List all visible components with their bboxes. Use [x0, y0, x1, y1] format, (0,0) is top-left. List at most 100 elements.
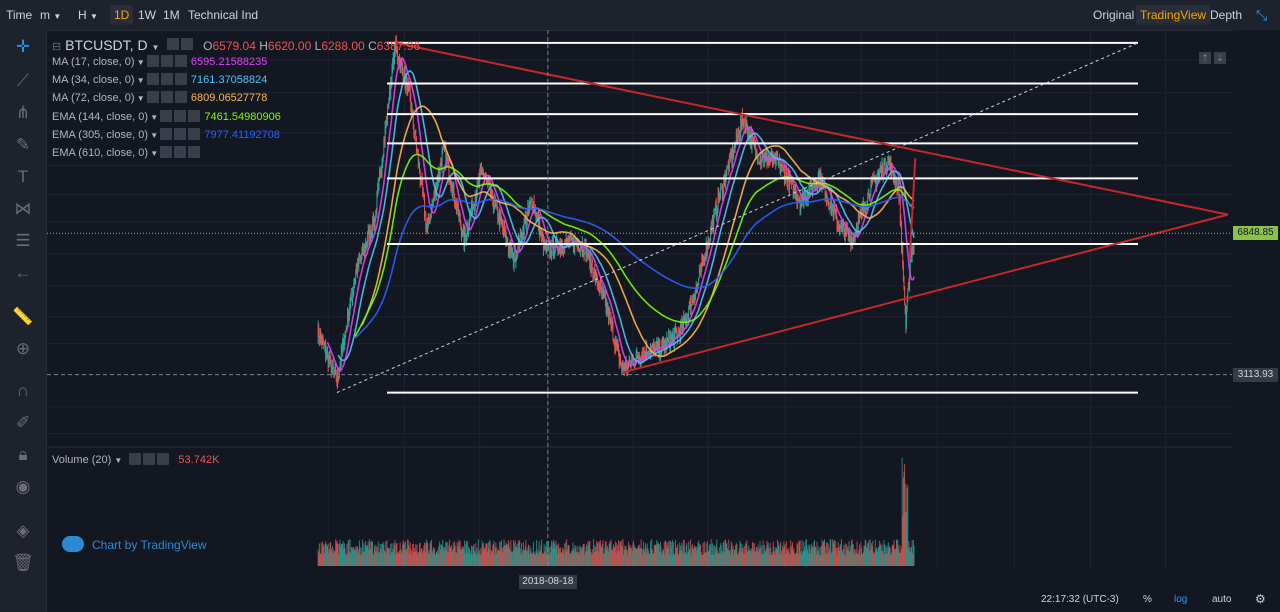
chevron-down-icon[interactable]: ▼: [148, 112, 161, 122]
low-label: L: [314, 39, 322, 53]
indicator-controls[interactable]: [160, 109, 204, 123]
indicator-legend-row[interactable]: MA (72, close, 0) ▼ 6809.06527778: [52, 90, 267, 106]
low-value: 6288.00: [321, 39, 365, 53]
interval-hours-label: H: [78, 8, 87, 22]
indicator-controls[interactable]: [160, 146, 204, 159]
indicator-name[interactable]: EMA (305, close, 0): [52, 128, 148, 141]
price-axis[interactable]: [1233, 30, 1280, 572]
symbol-controls[interactable]: [167, 36, 195, 54]
triangle-upper-line: [394, 41, 1229, 216]
moving-average-line: [354, 153, 915, 337]
last-price-tag: 6848.85: [1233, 226, 1278, 241]
indicator-name[interactable]: EMA (144, close, 0): [52, 110, 148, 123]
scale-down-icon[interactable]: ⇣: [1214, 52, 1226, 64]
interval-minutes-label: m: [40, 8, 50, 22]
indicator-controls[interactable]: [146, 73, 191, 86]
time-button[interactable]: Time: [6, 8, 33, 22]
indicator-controls[interactable]: [160, 127, 204, 141]
symbol-label[interactable]: BTCUSDT, D: [65, 37, 148, 53]
chevron-down-icon[interactable]: ▼: [134, 94, 147, 104]
interval-hours-dropdown[interactable]: H ▼: [74, 5, 102, 25]
top-toolbar: Time m ▼ H ▼ 1D 1W 1M Technical Ind Orig…: [0, 0, 1280, 31]
indicator-name[interactable]: MA (17, close, 0): [52, 56, 135, 68]
pattern-icon[interactable]: ⋈: [14, 199, 32, 218]
indicator-legend-row[interactable]: MA (17, close, 0) ▼ 6595.21588235: [52, 54, 267, 70]
clock: 22:17:32 (UTC-3): [1041, 594, 1119, 605]
interval-1m-button[interactable]: 1M: [163, 8, 180, 22]
indicator-legend-row[interactable]: EMA (610, close, 0) ▼: [52, 145, 204, 161]
crosshair-price-tag: 3113.93: [1233, 367, 1278, 382]
chevron-down-icon[interactable]: ▼: [134, 76, 147, 86]
back-arrow-icon[interactable]: ←: [14, 263, 32, 282]
indicator-legend-row[interactable]: MA (34, close, 0) ▼ 7161.37058824: [52, 72, 267, 88]
moving-average-line: [326, 57, 915, 372]
indicator-name[interactable]: EMA (610, close, 0): [52, 147, 148, 159]
status-bar: 22:17:32 (UTC-3) % log auto ⚙: [0, 590, 1280, 612]
volume-bars: [317, 458, 915, 566]
close-label: C: [368, 39, 377, 53]
pitchfork-icon[interactable]: ⋔: [15, 103, 31, 122]
watermark-text: Chart by TradingView: [92, 538, 207, 552]
candle-series: [317, 35, 915, 390]
view-original-button[interactable]: Original: [1093, 8, 1135, 22]
crosshair-icon[interactable]: ✛: [15, 37, 31, 56]
trend-line-icon[interactable]: ⟋: [17, 71, 29, 90]
open-label: O: [203, 39, 213, 53]
interval-1d-button[interactable]: 1D: [110, 5, 134, 25]
chevron-down-icon[interactable]: ▼: [148, 130, 161, 140]
zoom-icon[interactable]: ⊕: [15, 339, 31, 358]
volume-legend: Volume (20) ▼ 53.742K: [52, 452, 219, 468]
indicator-controls[interactable]: [146, 91, 191, 104]
collapse-icon[interactable]: ⊟: [52, 41, 62, 53]
indicator-value: 6809.06527778: [190, 92, 268, 105]
drawing-toolbar: ✛ ⟋ ⋔ ✎ T ⋈ ☰ ← 📏 ⊕ ∩ ✐ 🔒︎ ◉ ◈ 🗑︎: [0, 30, 47, 612]
indicator-name[interactable]: MA (34, close, 0): [52, 74, 135, 87]
tradingview-watermark[interactable]: Chart by TradingView: [62, 536, 207, 554]
chevron-down-icon: ▼: [90, 12, 98, 21]
drawings: [336, 41, 1229, 394]
volume-controls[interactable]: [129, 452, 171, 468]
lock-icon[interactable]: 🔒︎: [18, 445, 28, 464]
chevron-down-icon[interactable]: ▼: [114, 456, 123, 465]
eye-icon[interactable]: ◉: [15, 477, 31, 496]
moving-average-line: [354, 196, 915, 339]
indicator-controls[interactable]: [146, 55, 191, 68]
indicator-value: 7161.37058824: [190, 74, 268, 87]
fib-trend-line: [336, 42, 1139, 394]
ruler-icon[interactable]: 📏: [12, 307, 34, 326]
indicator-value: 7461.54980906: [204, 110, 281, 123]
moving-averages: [326, 57, 915, 372]
magnet-icon[interactable]: ∩: [16, 381, 30, 400]
cloud-icon: [62, 536, 84, 552]
technical-indicators-button[interactable]: Technical Ind: [188, 8, 259, 22]
pencil-lock-icon[interactable]: ✐: [15, 413, 31, 432]
view-tradingview-button[interactable]: TradingView: [1136, 5, 1211, 25]
text-icon[interactable]: T: [17, 167, 29, 186]
scale-up-icon[interactable]: ⇡: [1199, 52, 1211, 64]
volume-name[interactable]: Volume (20): [52, 454, 112, 466]
fib-retracement-icon[interactable]: ☰: [15, 231, 31, 250]
crosshair-date-tag: 2018-08-18: [518, 575, 577, 589]
indicator-legend-row[interactable]: EMA (305, close, 0) ▼ 7977.41192708: [52, 127, 280, 143]
close-value: 6387.96: [376, 39, 421, 53]
high-label: H: [259, 39, 268, 53]
indicator-value: 6595.21588235: [190, 56, 268, 68]
chevron-down-icon[interactable]: ▼: [148, 149, 161, 158]
layers-icon[interactable]: ◈: [16, 521, 30, 540]
auto-toggle[interactable]: auto: [1212, 594, 1232, 605]
percent-toggle[interactable]: %: [1143, 594, 1152, 605]
interval-minutes-dropdown[interactable]: m ▼: [36, 5, 65, 25]
triangle-edge-line: [908, 158, 917, 261]
fullscreen-icon[interactable]: ⤡: [1256, 7, 1268, 23]
settings-icon[interactable]: ⚙: [1255, 592, 1266, 606]
chevron-down-icon[interactable]: ▼: [151, 43, 160, 52]
indicator-value: 7977.41192708: [204, 128, 281, 141]
brush-icon[interactable]: ✎: [15, 135, 31, 154]
chevron-down-icon[interactable]: ▼: [134, 58, 147, 67]
trash-icon[interactable]: 🗑︎: [12, 553, 34, 572]
log-toggle[interactable]: log: [1174, 594, 1188, 605]
indicator-name[interactable]: MA (72, close, 0): [52, 92, 135, 105]
view-depth-button[interactable]: Depth: [1210, 8, 1243, 22]
interval-1w-button[interactable]: 1W: [138, 8, 156, 22]
indicator-legend-row[interactable]: EMA (144, close, 0) ▼ 7461.54980906: [52, 109, 281, 125]
